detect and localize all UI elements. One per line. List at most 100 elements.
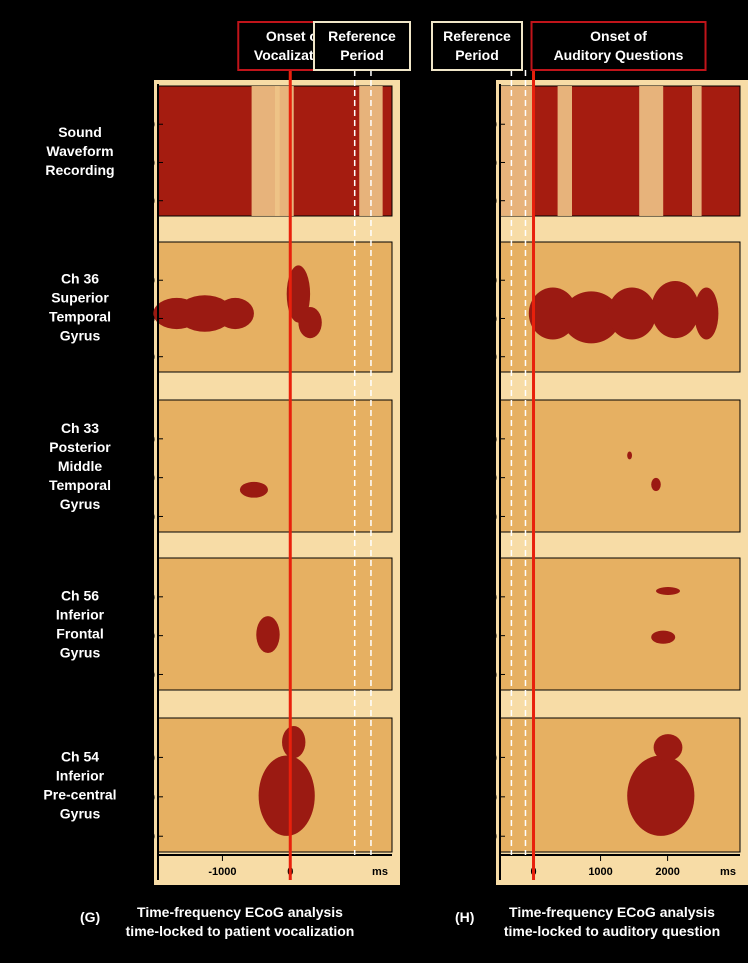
- header-box: [313, 21, 411, 71]
- panel-id: (G): [80, 909, 100, 925]
- row-label-line: Frontal: [56, 626, 103, 642]
- caption-line: time-locked to auditory question: [504, 923, 720, 939]
- row-label-line: Middle: [58, 458, 103, 474]
- activation: [651, 630, 676, 644]
- header-label-line: Auditory Questions: [554, 47, 684, 63]
- spectrogram-band: [500, 86, 534, 216]
- y-tick-label: 150: [479, 119, 497, 131]
- row-label: Ch 36 Superior Temporal Gyrus: [49, 271, 111, 344]
- row-label-line: Superior: [51, 290, 109, 306]
- y-unit: Hz: [483, 561, 497, 573]
- header-label-line: Reference: [443, 28, 511, 44]
- activation: [282, 726, 306, 759]
- row-label-line: Inferior: [56, 768, 105, 784]
- y-tick-label: 100: [479, 473, 497, 485]
- y-tick-label: 50: [143, 511, 155, 523]
- x-tick-label: 2000: [655, 866, 679, 878]
- y-unit: Hz: [483, 89, 497, 101]
- activation: [176, 295, 233, 332]
- x-unit: ms: [372, 866, 388, 878]
- row-label-line: Ch 36: [61, 271, 99, 287]
- activation: [562, 291, 620, 344]
- caption: Time-frequency ECoG analysis time-locked …: [504, 904, 720, 939]
- row-label-line: Gyrus: [60, 328, 101, 344]
- y-tick-label: 50: [485, 352, 497, 364]
- y-tick-label: 150: [137, 119, 155, 131]
- y-tick-label: 100: [137, 473, 155, 485]
- activation: [239, 481, 268, 498]
- header-label: Reference Period: [443, 28, 511, 63]
- activation: [627, 755, 695, 836]
- header-label-line: Period: [340, 47, 384, 63]
- row-label-line: Ch 56: [61, 588, 99, 604]
- panel-id: (H): [455, 909, 474, 925]
- y-tick-label: 100: [137, 157, 155, 169]
- row-label-line: Sound: [58, 124, 102, 140]
- y-unit: Hz: [483, 245, 497, 257]
- row-label-line: Posterior: [49, 439, 111, 455]
- y-tick-label: 100: [137, 313, 155, 325]
- y-tick-label: 150: [479, 434, 497, 446]
- y-tick-label: 150: [479, 592, 497, 604]
- x-tick-label: -1000: [208, 866, 236, 878]
- y-tick-label: 100: [479, 157, 497, 169]
- activation: [286, 265, 311, 323]
- header-label-line: Onset of: [590, 28, 647, 44]
- y-tick-label: 50: [143, 669, 155, 681]
- header-box: [431, 21, 523, 71]
- header-label: Onset of Auditory Questions: [554, 28, 684, 63]
- activation: [656, 587, 680, 595]
- activation: [256, 616, 280, 654]
- spectrogram: [499, 399, 741, 533]
- y-tick-label: 100: [137, 631, 155, 643]
- y-tick-label: 150: [137, 434, 155, 446]
- activation: [653, 734, 683, 761]
- caption-line: time-locked to patient vocalization: [126, 923, 355, 939]
- y-tick-label: 100: [137, 792, 155, 804]
- y-tick-label: 50: [143, 352, 155, 364]
- row-label-line: Inferior: [56, 607, 105, 623]
- y-unit: Hz: [141, 561, 155, 573]
- y-tick-label: 150: [137, 752, 155, 764]
- spectrogram: [499, 85, 741, 217]
- row-label-line: Temporal: [49, 477, 111, 493]
- y-tick-label: 50: [143, 196, 155, 208]
- y-unit: Hz: [141, 245, 155, 257]
- caption-line: Time-frequency ECoG analysis: [137, 904, 343, 920]
- activation: [608, 287, 656, 340]
- x-unit: ms: [720, 866, 736, 878]
- header-label-line: Period: [455, 47, 499, 63]
- row-label-line: Waveform: [46, 143, 113, 159]
- spectrogram-band: [639, 86, 664, 216]
- y-tick-label: 150: [137, 275, 155, 287]
- header-label-line: Reference: [328, 28, 396, 44]
- spectrogram-band: [557, 86, 572, 216]
- y-tick-label: 150: [479, 752, 497, 764]
- y-tick-label: 50: [143, 831, 155, 843]
- y-unit: Hz: [483, 403, 497, 415]
- y-tick-label: 100: [479, 631, 497, 643]
- row-label-line: Pre-central: [43, 787, 116, 803]
- row-label-line: Ch 54: [61, 749, 99, 765]
- row-label-line: Temporal: [49, 309, 111, 325]
- spectrogram: [499, 557, 741, 691]
- activation: [298, 307, 322, 339]
- y-unit: Hz: [141, 721, 155, 733]
- activation: [651, 281, 700, 339]
- row-label-line: Ch 33: [61, 420, 99, 436]
- spectrogram-band: [692, 86, 702, 216]
- y-tick-label: 150: [137, 592, 155, 604]
- y-tick-label: 150: [479, 275, 497, 287]
- activation: [258, 755, 315, 836]
- activation: [627, 451, 632, 460]
- spectrogram: [499, 717, 741, 853]
- y-unit: Hz: [141, 89, 155, 101]
- row-label: Sound Waveform Recording: [45, 124, 114, 178]
- y-tick-label: 50: [485, 511, 497, 523]
- spectrogram: [157, 399, 393, 533]
- row-label-line: Gyrus: [60, 645, 101, 661]
- row-label: Ch 54 Inferior Pre-central Gyrus: [43, 749, 116, 822]
- header-label: Reference Period: [328, 28, 396, 63]
- row-label-line: Gyrus: [60, 496, 101, 512]
